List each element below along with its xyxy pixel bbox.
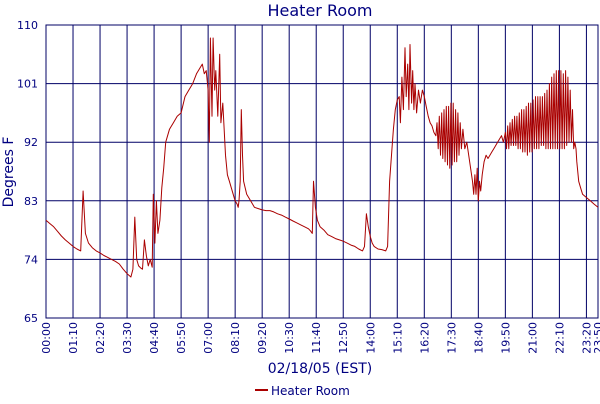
x-tick-label: 12:50 xyxy=(337,322,350,354)
x-tick-label: 02:20 xyxy=(94,322,107,354)
x-tick-label: 16:20 xyxy=(418,322,431,354)
y-tick-label: 101 xyxy=(17,78,38,91)
x-tick-label: 10:30 xyxy=(283,322,296,354)
y-tick-label: 110 xyxy=(17,19,38,32)
x-tick-label: 14:00 xyxy=(364,322,377,354)
x-tick-label: 05:50 xyxy=(175,322,188,354)
x-tick-label: 21:00 xyxy=(526,322,539,354)
chart-title: Heater Room xyxy=(267,1,372,20)
x-tick-label: 18:40 xyxy=(472,322,485,354)
y-tick-label: 74 xyxy=(24,253,38,266)
legend: Heater Room xyxy=(255,384,350,398)
x-tick-label: 11:40 xyxy=(310,322,323,354)
x-tick-label: 01:10 xyxy=(67,322,80,354)
x-tick-label: 17:30 xyxy=(445,322,458,354)
y-tick-labels: 65 74 83 92 101 110 xyxy=(17,19,38,325)
legend-label: Heater Room xyxy=(271,384,350,398)
y-axis-label: Degrees F xyxy=(1,137,17,208)
x-tick-label: 19:50 xyxy=(499,322,512,354)
y-tick-label: 92 xyxy=(24,136,38,149)
plot-frame xyxy=(45,24,599,319)
series-line xyxy=(45,37,599,278)
x-tick-label: 09:20 xyxy=(256,322,269,354)
x-tick-label: 23:20 xyxy=(580,322,593,354)
y-tick-label: 65 xyxy=(24,312,38,325)
x-tick-label: 15:10 xyxy=(391,322,404,354)
x-tick-label: 08:10 xyxy=(229,322,242,354)
x-tick-label: 23:50 xyxy=(592,322,600,354)
grid-layer xyxy=(45,24,599,319)
x-tick-label: 00:00 xyxy=(40,322,53,354)
x-tick-label: 07:00 xyxy=(202,322,215,354)
series-layer xyxy=(45,37,599,278)
y-tick-label: 83 xyxy=(24,195,38,208)
x-tick-label: 03:30 xyxy=(121,322,134,354)
x-axis-label: 02/18/05 (EST) xyxy=(268,361,373,377)
x-tick-label: 22:10 xyxy=(553,322,566,354)
x-tick-label: 04:40 xyxy=(148,322,161,354)
x-tick-labels: 00:00 01:10 02:20 03:30 04:40 05:50 07:00 08:10… xyxy=(40,322,600,354)
